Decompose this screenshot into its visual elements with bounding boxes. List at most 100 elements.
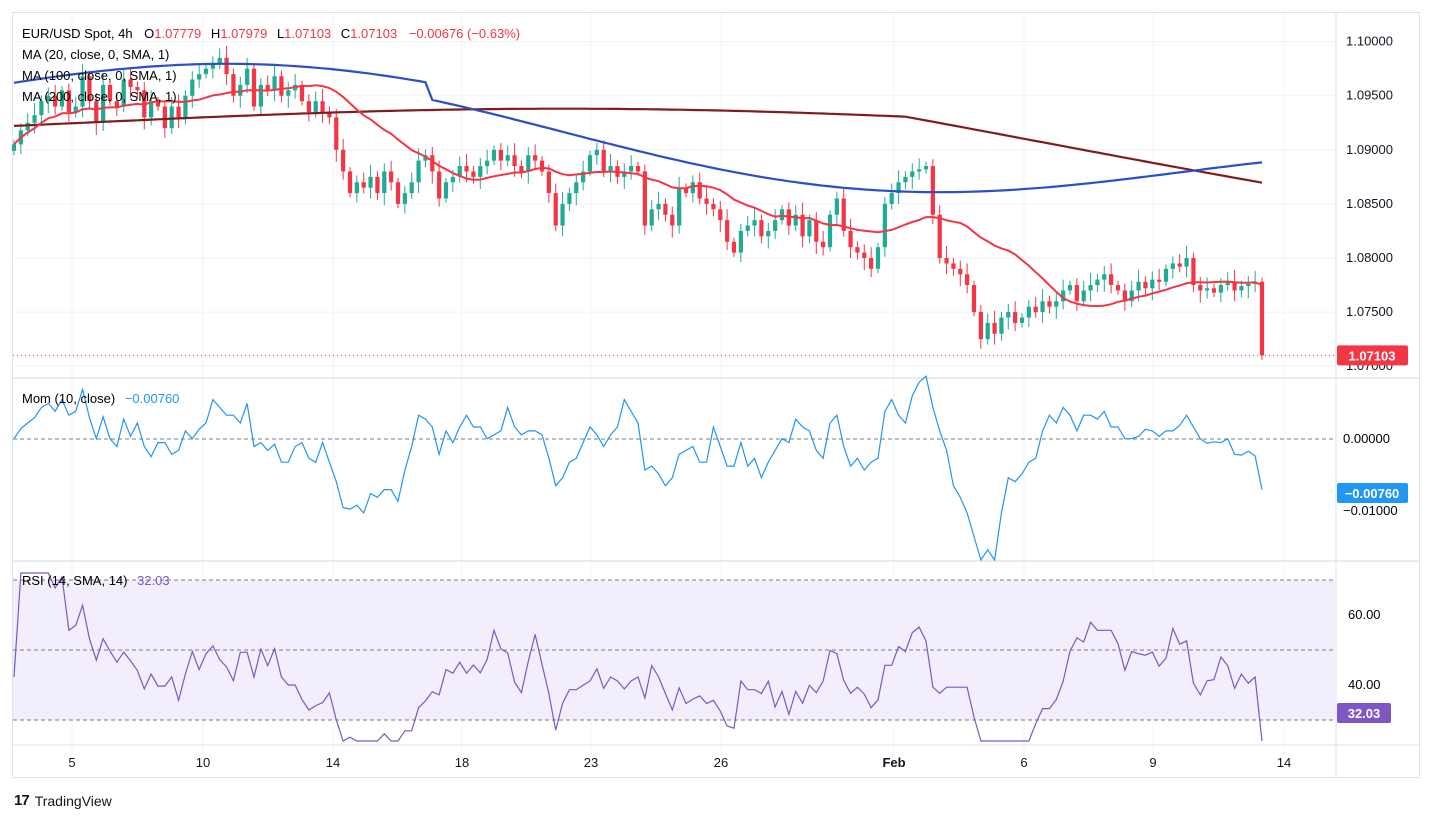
candle-body (711, 203, 716, 210)
candle-body (697, 182, 702, 199)
brand-label: TradingView (34, 792, 112, 809)
candle-body (485, 160, 490, 167)
tradingview-logo-icon: 17 (14, 792, 30, 809)
price-axis: 1.10000 1.09500 1.09000 1.08500 1.08000 1.075… (1346, 34, 1393, 374)
candle-body (807, 220, 812, 237)
candle-body (1246, 283, 1251, 287)
candle-body (875, 247, 881, 269)
rsi-tick-1: 40.00 (1348, 677, 1381, 692)
ma200-legend: MA (200, close, 0, SMA, 1) (22, 89, 177, 104)
candle-body (677, 187, 682, 226)
ma100-legend: MA (100, close, 0, SMA, 1) (22, 68, 177, 83)
candle-body (965, 274, 970, 286)
time-axis-label: 26 (714, 755, 728, 770)
candle-body (526, 155, 531, 172)
time-axis[interactable]: 5 10 14 18 23 26 Feb 6 9 14 (68, 755, 1291, 770)
candle-body (1157, 279, 1162, 282)
candle-body (759, 220, 764, 237)
candle-body (457, 166, 462, 177)
mom-last-label: −0.00760 (1345, 486, 1400, 501)
candle-body (1232, 281, 1237, 291)
candle-body (306, 101, 311, 112)
candle-body (1067, 285, 1073, 291)
candle-body (1177, 263, 1182, 267)
candle-body (917, 169, 922, 172)
candle-body (608, 166, 613, 172)
rsi-panel[interactable]: RSI (14, SMA, 14) 32.03 60.00 40.00 32.0… (13, 572, 1391, 742)
candle-body (66, 90, 71, 112)
candle-body (889, 193, 894, 204)
candle-body (135, 87, 140, 91)
candle-body (546, 171, 551, 194)
candle-body (930, 166, 935, 215)
candle-body (149, 101, 154, 118)
candle-body (224, 57, 229, 75)
price-tick-label: 1.09000 (1346, 142, 1393, 157)
footer: 17 TradingView (14, 792, 112, 809)
price-tick-label: 1.09500 (1346, 88, 1393, 103)
candle-body (464, 166, 469, 172)
candle-body (567, 193, 572, 204)
candle-body (958, 268, 963, 275)
candle-body (1109, 274, 1114, 286)
candle-body (1013, 312, 1018, 323)
candle-body (1191, 258, 1196, 286)
momentum-panel[interactable]: Mom (10, close) −0.00760 0.00000 −0.0100… (13, 374, 1408, 562)
candle-body (821, 241, 826, 248)
candle-body (971, 285, 977, 313)
candle-body (848, 230, 853, 248)
candle-body (368, 176, 373, 188)
candle-body (1054, 301, 1059, 307)
candle-body (683, 187, 689, 194)
candle-body (745, 225, 750, 231)
candle-body (793, 214, 798, 226)
candle-body (1019, 317, 1025, 323)
candle-body (519, 166, 524, 172)
candle-body (430, 155, 435, 172)
momentum-line (13, 374, 1263, 562)
price-tick-label: 1.10000 (1346, 34, 1393, 49)
rsi-tick-0: 60.00 (1348, 607, 1381, 622)
time-axis-label: 5 (68, 755, 75, 770)
rsi-value: 32.03 (137, 573, 170, 588)
candle-body (862, 252, 867, 258)
candle-body (183, 95, 188, 118)
candle-body (327, 111, 332, 118)
candle-body (1081, 290, 1086, 302)
candle-body (903, 176, 908, 183)
time-axis-label: 18 (455, 755, 469, 770)
candle-body (162, 106, 167, 129)
candle-body (231, 74, 236, 96)
candle-body (258, 84, 263, 107)
candle-body (978, 312, 983, 340)
mom-tick-1: −0.01000 (1343, 503, 1398, 518)
candle-body (121, 79, 126, 107)
candle-body (320, 101, 325, 112)
time-axis-label: Feb (882, 755, 905, 770)
candle-body (1074, 285, 1079, 302)
legend-header: EUR/USD Spot, 4h O1.07779 H1.07979 L1.07… (22, 26, 520, 41)
candle-body (1006, 312, 1011, 318)
candle-body (800, 214, 805, 237)
change-value: −0.00676 (−0.63%) (409, 26, 520, 41)
candle-body (642, 171, 647, 226)
mom-title: Mom (10, close) (22, 391, 115, 406)
candle-body (478, 166, 483, 177)
candle-body (512, 155, 517, 167)
candle-body (1163, 268, 1169, 282)
price-panel[interactable]: 1.10000 1.09500 1.09000 1.08500 1.08000 1.075… (11, 26, 1408, 374)
candle-body (375, 176, 380, 194)
candle-body (361, 182, 366, 188)
candle-body (704, 198, 709, 204)
candle-body (635, 166, 641, 172)
candle-body (738, 230, 743, 253)
candle-body (313, 101, 318, 112)
candle-body (594, 149, 599, 156)
candle-body (649, 209, 654, 226)
candle-body (114, 101, 119, 107)
candle-body (1198, 285, 1203, 291)
candle-body (1205, 288, 1210, 291)
time-axis-label: 14 (1277, 755, 1291, 770)
candle-body (601, 149, 606, 172)
